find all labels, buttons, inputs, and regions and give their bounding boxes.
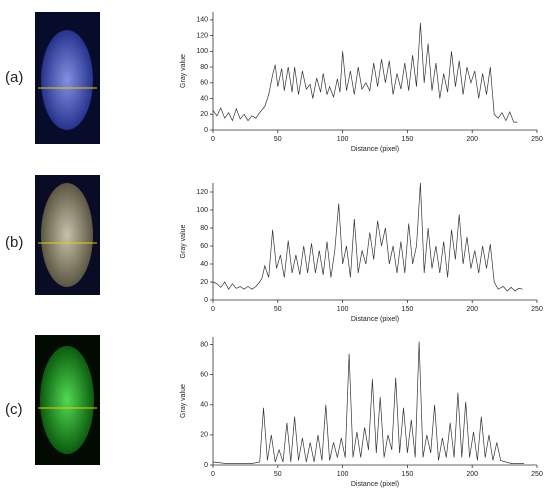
fingerprint-a	[35, 12, 100, 144]
y-tick-label: 0	[204, 462, 208, 469]
panel-label: (c)	[5, 401, 23, 418]
y-tick-label: 80	[200, 341, 208, 348]
panel-label: (b)	[5, 234, 23, 251]
y-tick-label: 40	[200, 261, 208, 268]
x-tick-label: 50	[274, 306, 282, 313]
x-tick-label: 200	[466, 136, 478, 143]
x-tick-label: 100	[337, 136, 349, 143]
y-tick-label: 0	[204, 297, 208, 304]
y-axis-title: Gray value	[180, 224, 187, 258]
y-tick-label: 0	[204, 127, 208, 134]
y-axis-title: Gray value	[180, 384, 187, 418]
x-tick-label: 0	[211, 306, 215, 313]
y-tick-label: 20	[200, 432, 208, 439]
y-tick-label: 60	[200, 371, 208, 378]
x-tick-label: 250	[531, 306, 543, 313]
x-tick-label: 100	[337, 306, 349, 313]
y-tick-label: 20	[200, 111, 208, 118]
y-tick-label: 40	[200, 95, 208, 102]
y-tick-label: 80	[200, 64, 208, 71]
y-tick-label: 60	[200, 243, 208, 250]
x-tick-label: 0	[211, 471, 215, 478]
y-tick-label: 20	[200, 279, 208, 286]
x-tick-label: 50	[274, 471, 282, 478]
fingerprint-c	[35, 335, 100, 465]
y-axis-title: Gray value	[180, 54, 187, 88]
y-tick-label: 80	[200, 225, 208, 232]
x-tick-label: 150	[402, 136, 414, 143]
x-axis-title: Distance (pixel)	[351, 481, 399, 488]
y-tick-label: 40	[200, 402, 208, 409]
y-tick-label: 120	[196, 32, 208, 39]
y-tick-label: 100	[196, 207, 208, 214]
fingerprint-b	[35, 175, 100, 295]
panel-label: (a)	[5, 69, 23, 86]
x-tick-label: 50	[274, 136, 282, 143]
x-axis-title: Distance (pixel)	[351, 316, 399, 323]
data-line	[212, 182, 523, 292]
y-tick-label: 140	[196, 17, 208, 24]
y-tick-label: 100	[196, 48, 208, 55]
x-tick-label: 200	[466, 306, 478, 313]
y-tick-label: 120	[196, 189, 208, 196]
x-tick-label: 150	[402, 471, 414, 478]
x-axis-title: Distance (pixel)	[351, 146, 399, 153]
x-tick-label: 100	[337, 471, 349, 478]
x-tick-label: 0	[211, 136, 215, 143]
y-tick-label: 60	[200, 80, 208, 87]
x-tick-label: 250	[531, 136, 543, 143]
x-tick-label: 200	[466, 471, 478, 478]
data-line	[212, 341, 524, 464]
x-tick-label: 250	[531, 471, 543, 478]
x-tick-label: 150	[402, 306, 414, 313]
data-line	[212, 22, 518, 123]
